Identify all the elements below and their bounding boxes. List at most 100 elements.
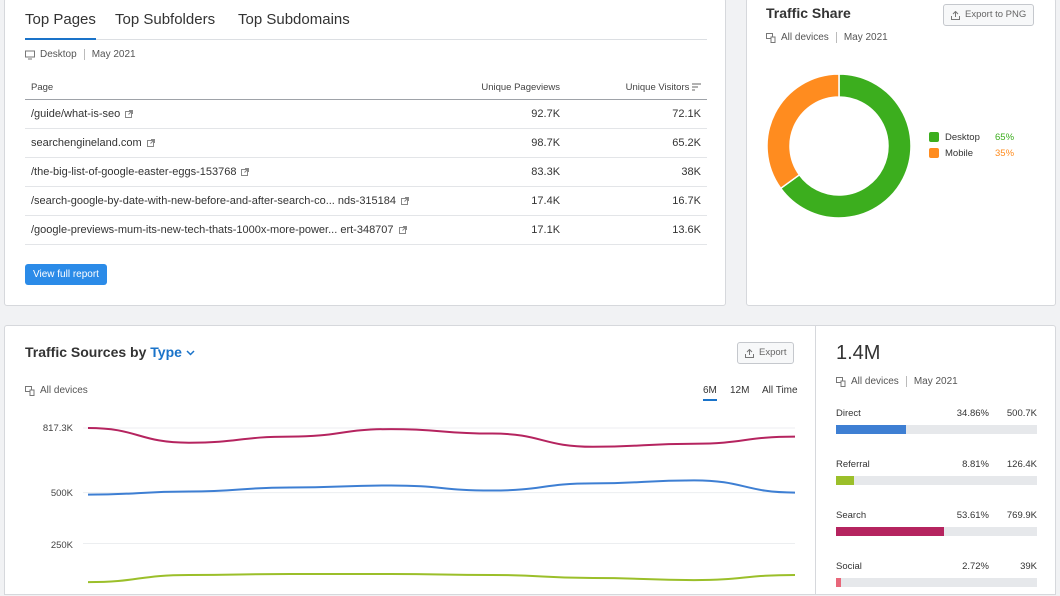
page-url[interactable]: /the-big-list-of-google-easter-eggs-1537… — [25, 157, 416, 187]
date-label: May 2021 — [913, 376, 958, 387]
y-tick-label: 250K — [50, 540, 73, 551]
source-row-referral[interactable]: Referral 8.81% 126.4K — [836, 459, 1037, 485]
traffic-sources-line-chart — [83, 427, 796, 584]
source-value: 500.7K — [1006, 408, 1037, 419]
type-dropdown[interactable]: Type — [150, 344, 195, 360]
source-row-social[interactable]: Social 2.72% 39K — [836, 561, 1037, 587]
page-url[interactable]: /guide/what-is-seo — [25, 99, 416, 129]
external-link-icon[interactable] — [125, 110, 134, 119]
source-bar-track — [836, 425, 1037, 434]
total-visits: 1.4M — [836, 342, 881, 364]
external-link-icon[interactable] — [401, 197, 410, 206]
legend-pct: 35% — [995, 147, 1015, 159]
source-value: 39K — [1020, 561, 1037, 572]
source-row-search[interactable]: Search 53.61% 769.9K — [836, 510, 1037, 536]
pageviews-cell: 17.4K — [415, 186, 567, 216]
export-button[interactable]: Export — [737, 342, 795, 364]
table-row: searchengineland.com 98.7K 65.2K — [25, 128, 707, 158]
source-name: Social — [836, 561, 862, 572]
source-bar-fill — [836, 425, 907, 434]
donut-slice-desktop[interactable] — [779, 73, 912, 219]
source-bar-track — [836, 578, 1037, 587]
traffic-share-meta: All devices May 2021 — [766, 32, 888, 43]
sort-icon — [692, 83, 701, 91]
page-url[interactable]: /google-previews-mum-its-new-tech-thats-… — [25, 215, 416, 245]
external-link-icon[interactable] — [146, 139, 155, 148]
table-row: /google-previews-mum-its-new-tech-thats-… — [25, 215, 707, 245]
page-url[interactable]: searchengineland.com — [25, 128, 416, 158]
top-pages-tabs: Top Pages Top Subfolders Top Subdomains — [25, 0, 707, 40]
legend-swatch — [929, 132, 939, 142]
column-header-pageviews[interactable]: Unique Pageviews — [415, 75, 567, 100]
traffic-share-title: Traffic Share — [766, 5, 851, 21]
desktop-icon — [25, 50, 35, 59]
pageviews-cell: 98.7K — [415, 128, 567, 158]
devices-icon — [25, 385, 35, 396]
traffic-share-card: Traffic Share Export to PNG All devices … — [746, 0, 1056, 306]
top-pages-card: Top Pages Top Subfolders Top Subdomains … — [4, 0, 726, 306]
visitors-cell: 38K — [566, 157, 707, 187]
source-bar-fill — [836, 527, 944, 536]
source-bar-track — [836, 527, 1037, 536]
visitors-cell: 16.7K — [566, 186, 707, 216]
series-line-2[interactable] — [87, 572, 796, 584]
tab-top-pages[interactable]: Top Pages — [25, 11, 96, 40]
table-row: /the-big-list-of-google-easter-eggs-1537… — [25, 157, 707, 187]
tab-top-subfolders[interactable]: Top Subfolders — [115, 11, 216, 28]
source-pct: 8.81% — [962, 459, 989, 470]
y-tick-label: 500K — [50, 488, 73, 499]
traffic-sources-title-prefix: Traffic Sources by — [25, 344, 147, 360]
source-row-direct[interactable]: Direct 34.86% 500.7K — [836, 408, 1037, 434]
traffic-sources-title: Traffic Sources by Type — [25, 344, 195, 360]
pageviews-cell: 92.7K — [415, 99, 567, 129]
column-header-page: Page — [25, 75, 416, 100]
period-12m[interactable]: 12M — [730, 385, 750, 396]
legend-label: Mobile — [945, 147, 973, 159]
export-png-button[interactable]: Export to PNG — [943, 4, 1035, 26]
legend-item[interactable]: Desktop 65% — [929, 129, 1014, 145]
source-value: 126.4K — [1006, 459, 1037, 470]
traffic-summary-card: 1.4M All devices May 2021 Direct 34.86% 50… — [815, 325, 1056, 595]
external-link-icon[interactable] — [398, 226, 407, 235]
visitors-cell: 65.2K — [566, 128, 707, 158]
column-header-visitors[interactable]: Unique Visitors — [566, 75, 707, 100]
legend-pct: 65% — [995, 131, 1015, 143]
source-bar-fill — [836, 476, 854, 485]
external-link-icon[interactable] — [241, 168, 250, 177]
date-label: May 2021 — [91, 49, 136, 60]
series-line-0[interactable] — [87, 427, 796, 448]
legend-label: Desktop — [945, 131, 980, 143]
traffic-sources-meta: All devices — [25, 385, 88, 396]
source-pct: 2.72% — [962, 561, 989, 572]
legend-swatch — [929, 148, 939, 158]
chevron-down-icon — [186, 350, 195, 356]
period-all-time[interactable]: All Time — [762, 385, 798, 396]
devices-icon — [836, 376, 846, 387]
source-pct: 53.61% — [956, 510, 989, 521]
y-tick-label: 817.3K — [42, 423, 73, 434]
tab-top-subdomains[interactable]: Top Subdomains — [238, 11, 350, 28]
device-label: All devices — [851, 376, 899, 387]
pageviews-cell: 17.1K — [415, 215, 567, 245]
view-full-report-button[interactable]: View full report — [25, 264, 107, 285]
donut-slice-mobile[interactable] — [766, 73, 840, 190]
source-name: Direct — [836, 408, 861, 419]
export-icon — [745, 348, 754, 358]
table-row: /guide/what-is-seo 92.7K 72.1K — [25, 99, 707, 129]
export-png-label: Export to PNG — [965, 9, 1027, 20]
export-label: Export — [759, 347, 787, 358]
page-url[interactable]: /search-google-by-date-with-new-before-a… — [25, 186, 416, 216]
period-6m[interactable]: 6M — [703, 385, 717, 401]
source-pct: 34.86% — [956, 408, 989, 419]
source-value: 769.9K — [1006, 510, 1037, 521]
source-name: Referral — [836, 459, 870, 470]
top-pages-meta: Desktop May 2021 — [25, 49, 136, 60]
source-bar-track — [836, 476, 1037, 485]
visitors-cell: 72.1K — [566, 99, 707, 129]
source-name: Search — [836, 510, 867, 521]
summary-meta: All devices May 2021 — [836, 376, 958, 387]
source-bar-fill — [836, 578, 842, 587]
top-pages-table: Page Unique Pageviews Unique Visitors /g… — [25, 75, 707, 245]
series-line-1[interactable] — [87, 479, 796, 496]
legend-item[interactable]: Mobile 35% — [929, 145, 1014, 161]
